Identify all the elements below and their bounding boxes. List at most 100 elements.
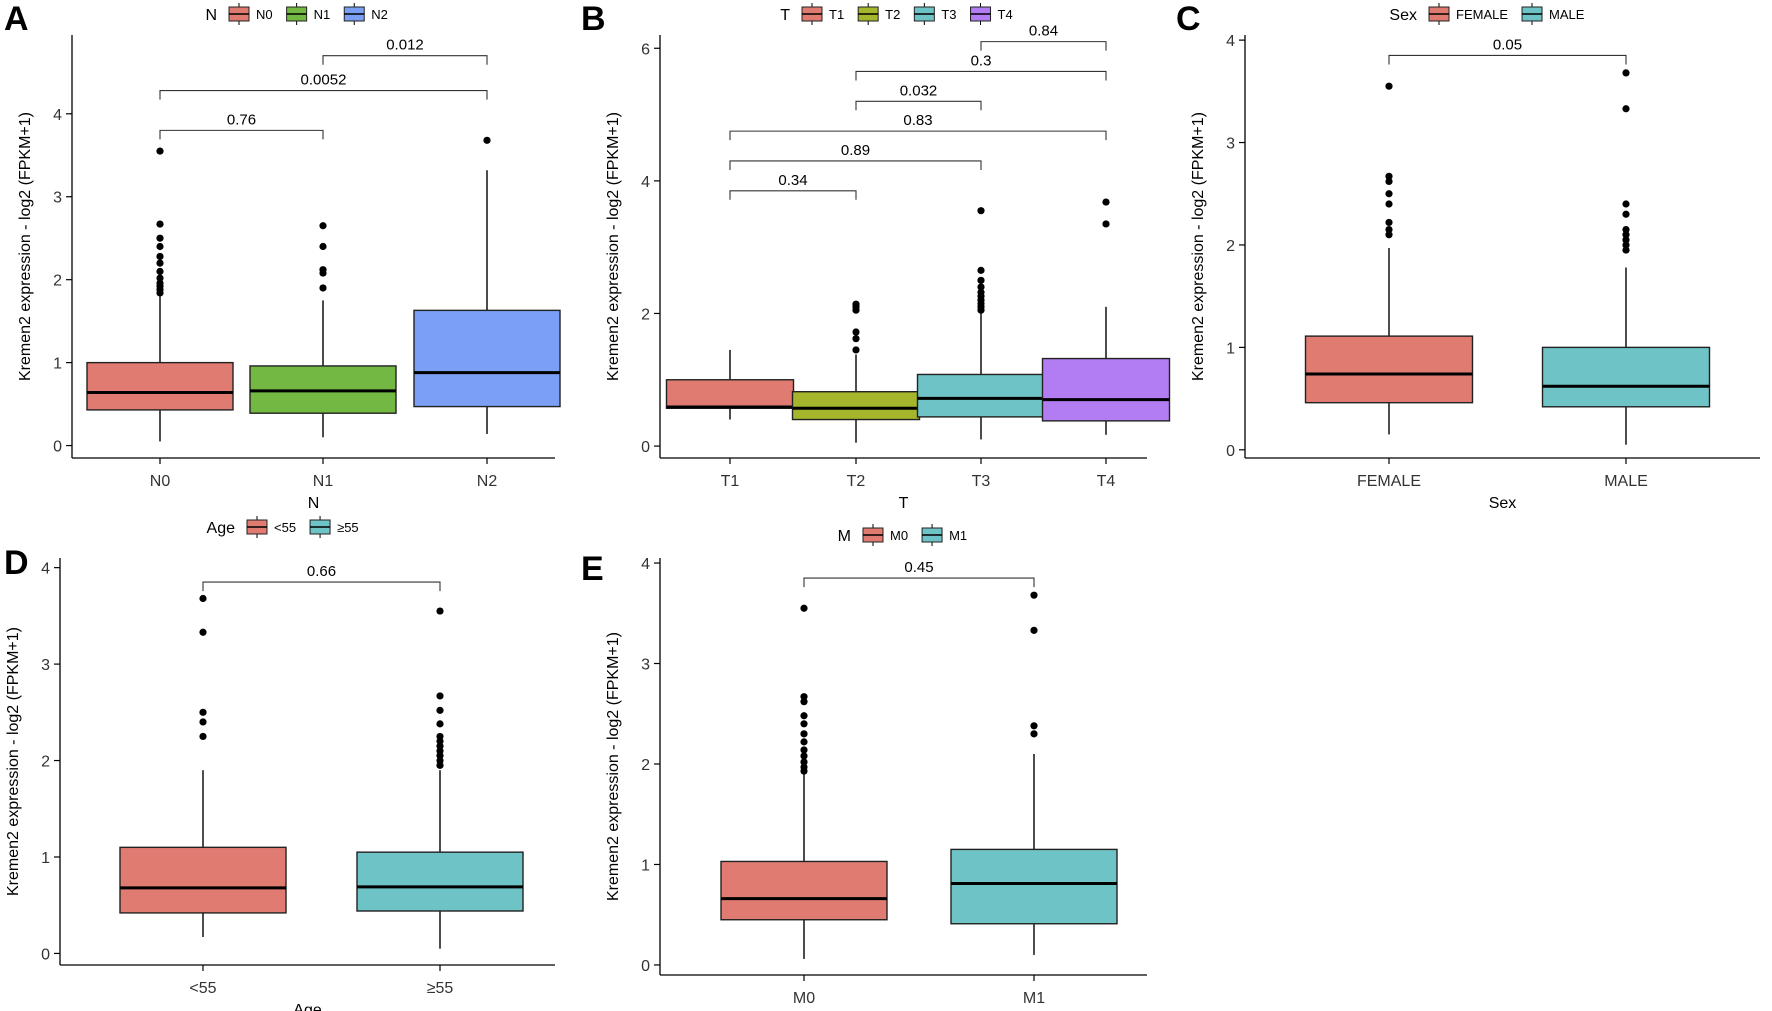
outlier-point <box>156 274 164 282</box>
y-tick-label: 3 <box>1226 136 1235 153</box>
comparison-bracket: 0.45 <box>803 559 1035 588</box>
legend: N N0 N1 N2 <box>205 3 388 25</box>
legend-key-T1: T1 <box>801 3 844 25</box>
box-MALE <box>1541 69 1711 445</box>
y-tick-label: 4 <box>1226 33 1235 50</box>
outlier-point <box>319 222 327 230</box>
box-M0 <box>720 604 888 959</box>
y-tick-label: 0 <box>641 958 650 975</box>
outlier-point <box>1385 172 1393 180</box>
x-tick-label: T4 <box>1097 473 1116 490</box>
y-tick-label: 1 <box>41 850 50 867</box>
bracket-line <box>322 55 488 65</box>
outlier-point <box>436 732 444 741</box>
p-value-label: 0.0052 <box>301 72 347 89</box>
p-value-label: 0.34 <box>778 172 807 189</box>
box-N2 <box>413 136 561 434</box>
legend-key-MALE: MALE <box>1521 3 1585 25</box>
outlier-point <box>1622 231 1630 239</box>
panel-c: C 0 1 2 3 4 Kremen2 expression - log2 (FPKM+1)… <box>1176 0 1760 512</box>
comparison-bracket: 0.66 <box>202 563 441 592</box>
bracket-line <box>729 130 1107 141</box>
p-value-label: 0.032 <box>900 82 938 99</box>
x-tick-label: N2 <box>477 473 498 490</box>
bracket-line <box>159 129 324 140</box>
outlier-point <box>800 604 808 612</box>
y-tick-label: 4 <box>641 556 650 573</box>
outlier-point <box>1622 210 1630 218</box>
box-<55 <box>119 594 287 938</box>
y-tick-label: 1 <box>53 356 62 373</box>
outlier-point <box>156 147 164 155</box>
bracket-line <box>855 70 1107 81</box>
bracket-line <box>202 581 441 592</box>
legend-label: N0 <box>256 7 273 22</box>
box-≥55 <box>356 607 524 949</box>
y-tick-label: 3 <box>641 657 650 674</box>
outlier-point <box>319 266 327 274</box>
outlier-point <box>156 267 164 275</box>
outlier-point <box>1385 82 1393 90</box>
x-tick-label: MALE <box>1604 473 1648 490</box>
legend-key-T3: T3 <box>913 3 957 25</box>
bracket-line <box>980 41 1107 51</box>
outlier-point <box>800 746 808 754</box>
outlier-point <box>800 720 808 728</box>
outlier-point <box>436 720 444 728</box>
y-axis-label: Kremen2 expression - log2 (FPKM+1) <box>605 632 622 901</box>
iqr-box <box>1304 335 1474 404</box>
p-value-label: 0.83 <box>903 112 932 129</box>
panel-letter: C <box>1176 0 1201 38</box>
panel-d: D 0 1 2 3 4 Kremen2 expression - log2 (FPKM+1)… <box>4 516 555 1011</box>
y-tick-label: 0 <box>1226 443 1235 460</box>
iqr-box <box>1541 346 1711 408</box>
outlier-point <box>852 328 860 336</box>
legend-title: Age <box>207 520 236 537</box>
panel-b: B 0 2 4 6 Kremen2 expression - log2 (FPKM+1) T… <box>581 0 1171 512</box>
legend-label: M0 <box>890 528 908 543</box>
x-tick-label: T1 <box>721 473 740 490</box>
y-tick-label: 6 <box>641 41 650 58</box>
outlier-point <box>483 136 491 144</box>
legend-label: T1 <box>829 7 844 22</box>
legend-label: N1 <box>314 7 331 22</box>
y-tick-label: 3 <box>41 657 50 674</box>
y-tick-label: 1 <box>641 857 650 874</box>
outlier-point <box>977 207 985 215</box>
x-axis-label: T <box>899 495 909 512</box>
legend-label: T3 <box>941 7 956 22</box>
p-value-label: 0.66 <box>307 563 336 580</box>
panel-e: E 0 1 2 3 4 Kremen2 expression - log2 (FPKM+1)… <box>581 524 1147 1007</box>
x-axis-label: Sex <box>1489 495 1517 512</box>
legend-key-T2: T2 <box>857 3 900 25</box>
outlier-point <box>1385 200 1393 208</box>
outlier-point <box>1385 190 1393 198</box>
iqr-box <box>791 390 921 421</box>
panel-letter: E <box>581 550 604 588</box>
outlier-point <box>1030 730 1038 738</box>
comparison-bracket: 0.032 <box>855 82 982 111</box>
bracket-line <box>855 100 982 111</box>
outlier-point <box>199 732 207 741</box>
legend-key-T4: T4 <box>970 3 1013 25</box>
outlier-point <box>156 252 164 261</box>
outlier-point <box>199 708 207 716</box>
box-FEMALE <box>1304 82 1474 435</box>
outlier-point <box>1030 626 1038 634</box>
x-tick-label: ≥55 <box>427 980 454 997</box>
outlier-point <box>800 763 808 771</box>
outlier-point <box>436 607 444 615</box>
panel-letter: B <box>581 0 606 38</box>
box-M1 <box>950 591 1118 955</box>
outlier-point <box>1622 246 1630 254</box>
y-tick-label: 2 <box>41 754 50 771</box>
legend-label: T4 <box>998 7 1013 22</box>
y-axis-label: Kremen2 expression - log2 (FPKM+1) <box>5 627 22 896</box>
outlier-point <box>977 288 985 296</box>
outlier-point <box>1622 236 1630 244</box>
legend-title: T <box>780 7 790 24</box>
x-tick-label: T3 <box>972 473 991 490</box>
legend-label: T2 <box>885 7 900 22</box>
panel-letter: A <box>4 0 29 38</box>
outlier-point <box>156 234 164 242</box>
